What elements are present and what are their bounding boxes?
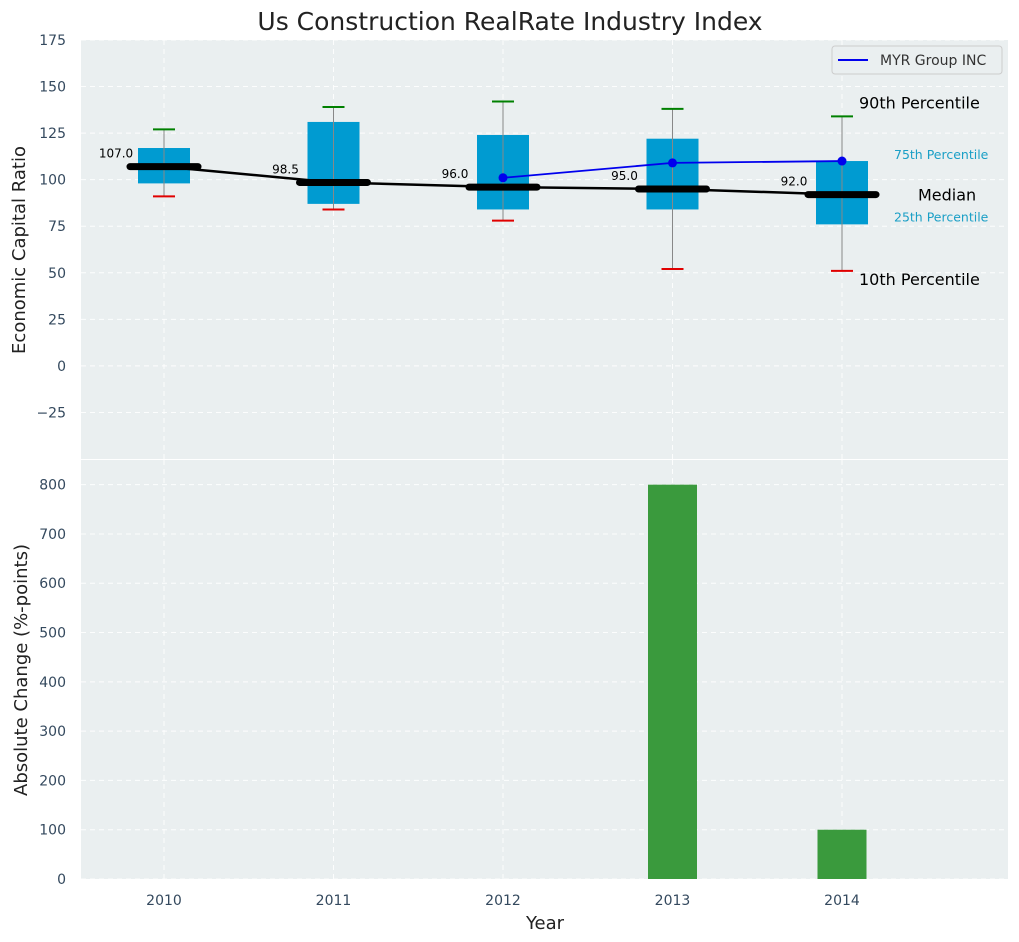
top-y-tick-label: 0 [57, 359, 66, 375]
legend-box [831, 45, 1003, 75]
median-value-label-2014: 92.0 [781, 175, 808, 189]
median-value-label-2010: 107.0 [99, 147, 133, 161]
median-value-label-2011: 98.5 [272, 162, 299, 176]
bottom-y-tick-label: 300 [39, 724, 66, 740]
label-25th-percentile: 25th Percentile [894, 209, 989, 224]
x-axis-title: Year [525, 913, 565, 934]
x-tick-label-2012: 2012 [485, 893, 521, 909]
bottom-x-ticks: 2010 2011 2012 2013 2014 [146, 893, 860, 909]
top-y-tick-label: 125 [39, 126, 66, 142]
top-y-tick-label: 100 [39, 173, 66, 189]
bottom-y-tick-label: 800 [39, 478, 66, 494]
legend[interactable]: MYR Group INC [831, 45, 1003, 75]
label-75th-percentile: 75th Percentile [894, 147, 989, 162]
top-panel-background [81, 40, 1008, 459]
series-point-myr-group-inc-2012 [498, 173, 508, 183]
bottom-y-tick-label: 700 [39, 527, 66, 543]
top-y-tick-label: −25 [36, 405, 66, 421]
x-tick-label-2014: 2014 [824, 893, 860, 909]
median-trend-line [163, 165, 843, 196]
legend-label-myr-group-inc: MYR Group INC [880, 53, 986, 69]
top-y-ticks: −25 0 25 50 75 100 125 150 175 [36, 33, 66, 421]
bottom-grid [81, 460, 1008, 880]
top-y-axis-title: Economic Capital Ratio [9, 146, 30, 354]
top-y-tick-label: 150 [39, 80, 66, 96]
bottom-y-ticks: 0 100 200 300 400 500 600 700 800 [39, 478, 66, 888]
top-y-tick-label: 75 [48, 219, 66, 235]
bottom-y-tick-label: 400 [39, 675, 66, 691]
x-tick-label-2011: 2011 [316, 893, 352, 909]
median-value-label-2012: 96.0 [442, 167, 469, 181]
top-y-tick-label: 25 [48, 312, 66, 328]
top-marks: 107.0 98.5 96.0 95.0 92.0 90th Percentile 75th… [99, 93, 989, 289]
median-value-label-2013: 95.0 [611, 169, 638, 183]
chart-title: Us Construction RealRate Industry Index [257, 7, 762, 36]
x-tick-label-2013: 2013 [655, 893, 691, 909]
label-90th-percentile: 90th Percentile [859, 93, 980, 112]
top-y-tick-label: 50 [48, 266, 66, 282]
bottom-marks [648, 484, 867, 879]
bottom-y-axis-title: Absolute Change (%-points) [11, 544, 32, 796]
bar-2014 [817, 829, 867, 879]
bottom-y-tick-label: 100 [39, 823, 66, 839]
bottom-y-tick-label: 600 [39, 576, 66, 592]
top-y-tick-label: 175 [39, 33, 66, 49]
label-10th-percentile: 10th Percentile [859, 270, 980, 289]
bar-2013 [648, 484, 697, 879]
bottom-y-tick-label: 200 [39, 773, 66, 789]
label-median: Median [918, 186, 976, 205]
x-tick-label-2010: 2010 [146, 893, 182, 909]
bottom-panel-background [81, 460, 1008, 879]
series-point-myr-group-inc-2013 [668, 158, 677, 168]
top-panel: −25 0 25 50 75 100 125 150 175 107.0 98.5 96.0 95.0… [9, 33, 1008, 459]
bottom-y-tick-label: 500 [39, 626, 66, 642]
bottom-y-tick-label: 0 [57, 872, 66, 888]
series-point-myr-group-inc-2014 [837, 156, 847, 166]
